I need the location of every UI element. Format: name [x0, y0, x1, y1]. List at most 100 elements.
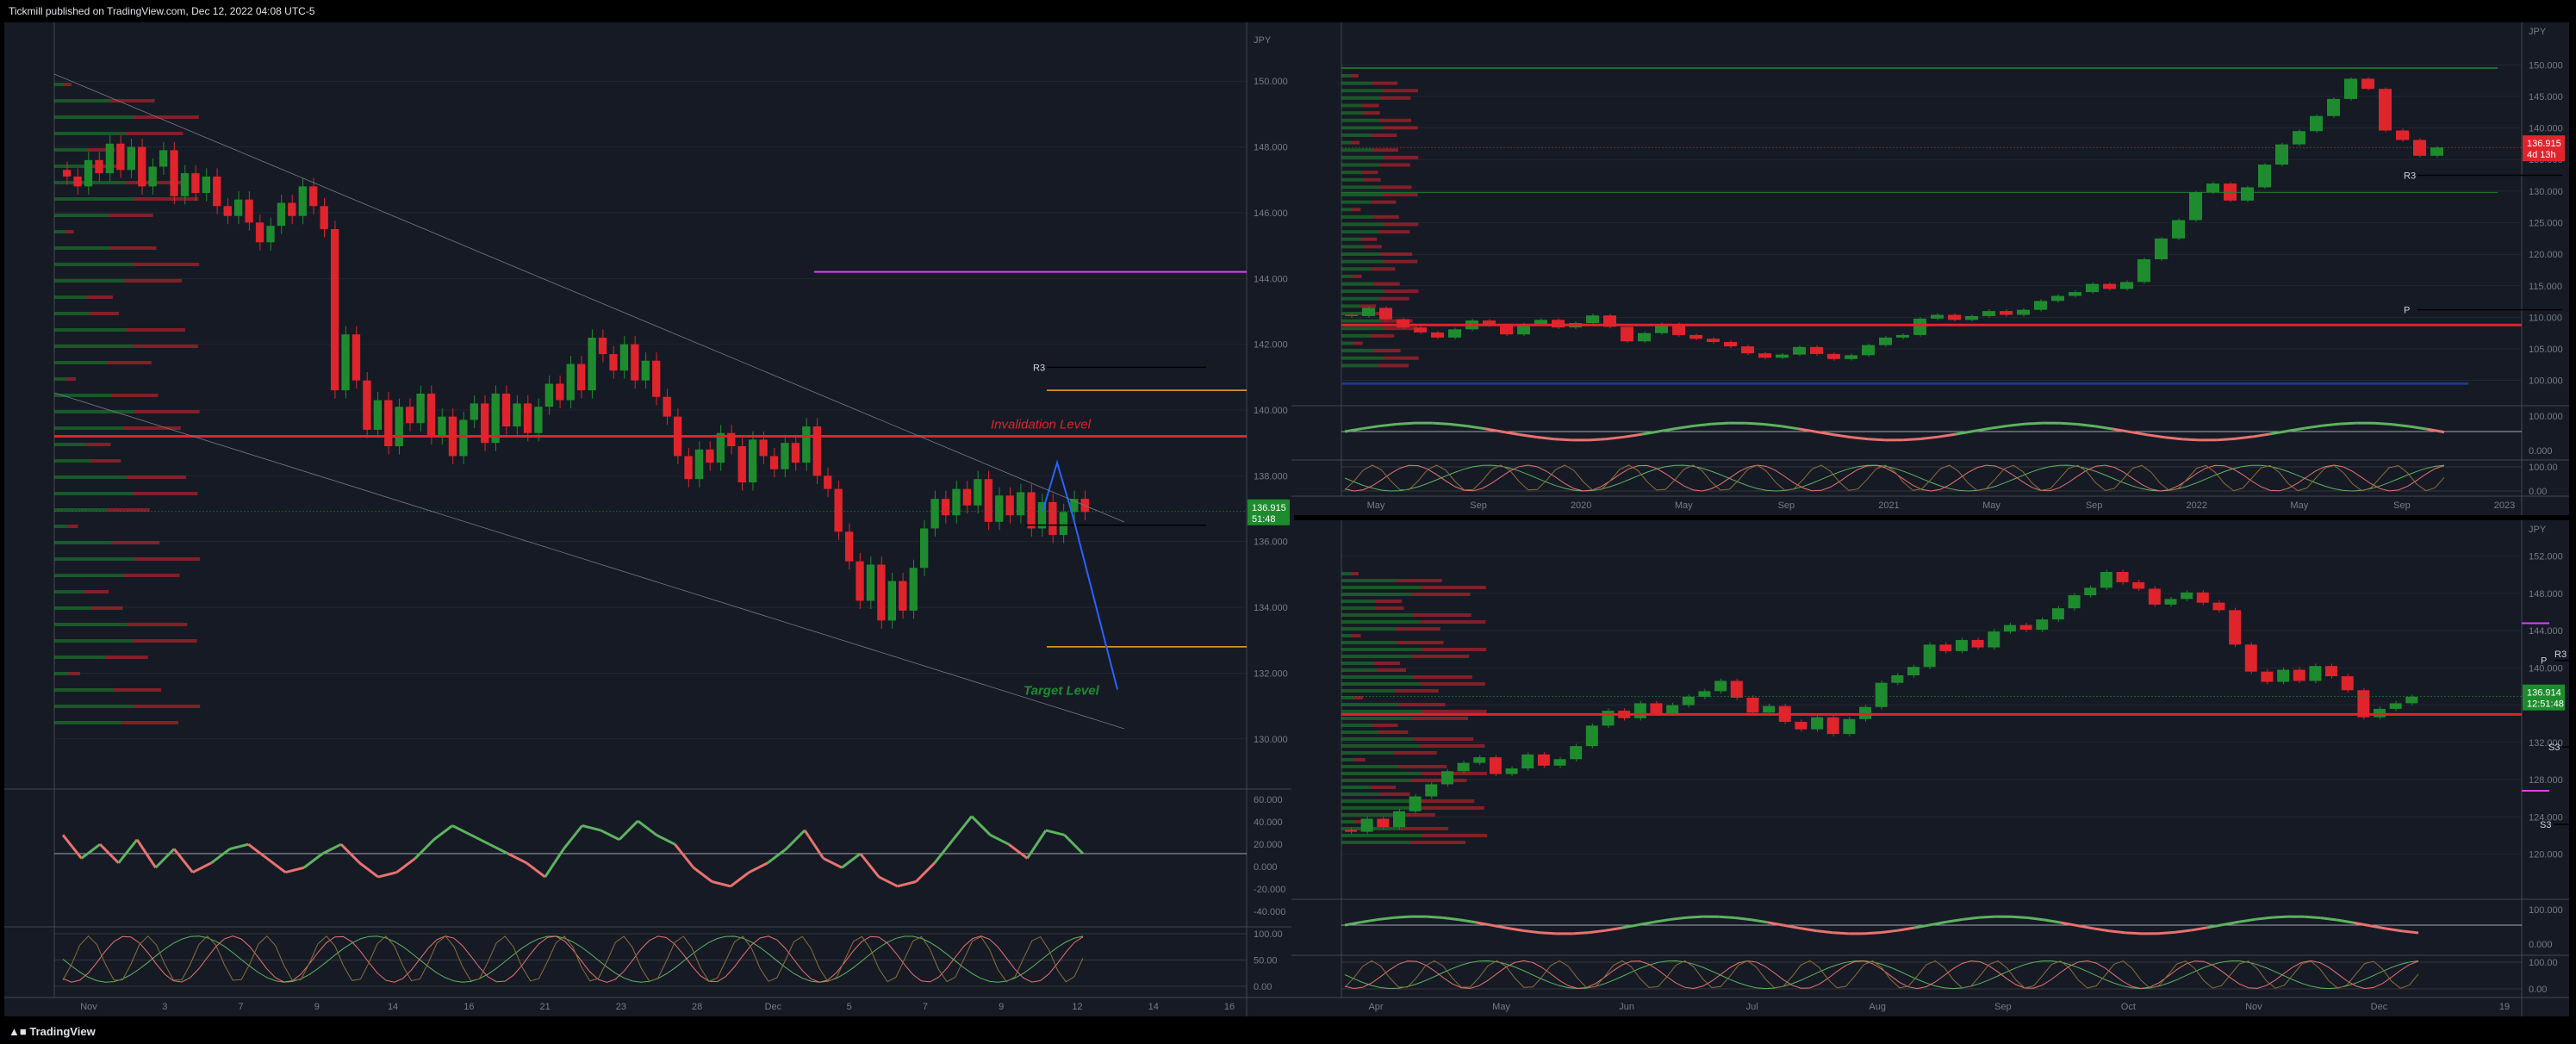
osc1-segment: [2164, 436, 2183, 441]
osc1-segment: [1623, 432, 1642, 438]
osc1-segment: [284, 866, 305, 874]
time-tick-label: May: [1367, 500, 1385, 511]
osc1-segment: [2094, 425, 2113, 431]
volume-profile-bar: [86, 295, 113, 299]
last-price-value: 136.914: [2527, 688, 2561, 699]
volume-profile-bar: [1341, 245, 1364, 249]
volume-profile-bar: [1384, 356, 1419, 360]
volume-profile-bar: [54, 230, 65, 233]
tradingview-logo[interactable]: ▲■ TradingView: [9, 1025, 96, 1038]
volume-profile-bar: [85, 443, 111, 446]
candle-body: [159, 150, 168, 167]
candle-body: [1379, 308, 1392, 320]
volume-profile-bar: [1341, 282, 1374, 286]
volume-profile-bar: [1420, 744, 1485, 748]
candle-body: [1440, 771, 1453, 785]
last-price-tag: [2523, 684, 2565, 711]
volume-profile-bar: [1412, 613, 1472, 617]
candle-body: [1409, 796, 1422, 811]
volume-profile-bar: [54, 345, 134, 348]
volume-profile-bar: [54, 361, 108, 364]
volume-profile-bar: [1341, 319, 1381, 323]
osc1-segment: [2353, 921, 2370, 928]
candle-body: [1939, 644, 1952, 651]
volume-profile-bar: [1341, 779, 1411, 782]
volume-profile-bar: [123, 574, 180, 577]
osc1-segment: [1865, 931, 1882, 935]
volume-profile-bar: [1341, 326, 1384, 331]
osc1-segment: [2251, 432, 2270, 438]
osc1-segment: [582, 824, 601, 832]
price-tick-label: 148.000: [2529, 589, 2563, 600]
osc1-segment: [1507, 927, 1524, 932]
candle-body: [309, 186, 318, 207]
volume-profile-bar: [1341, 134, 1372, 137]
osc1-segment: [1641, 430, 1659, 436]
candle-body: [1948, 314, 1961, 320]
volume-profile-bar: [1341, 655, 1412, 658]
publish-text: Tickmill published on TradingView.com, D…: [9, 5, 315, 17]
volume-profile-bar: [1371, 786, 1397, 789]
volume-profile-bar: [1341, 148, 1373, 152]
candle-body: [330, 229, 339, 391]
candle-body: [191, 173, 200, 193]
time-tick-label: Jun: [1619, 1002, 1634, 1012]
time-tick-label: Sep: [2086, 500, 2103, 511]
volume-profile-bar: [1341, 758, 1355, 761]
candle-body: [812, 426, 821, 476]
volume-profile-bar: [90, 312, 119, 315]
candle-body: [2196, 592, 2209, 603]
volume-profile-bar: [1378, 296, 1409, 301]
osc1-segment: [451, 824, 472, 836]
osc1-segment: [339, 843, 361, 864]
chart-panel-top-right[interactable]: 150.000145.000140.000135.000130.000125.0…: [1291, 22, 2569, 515]
chart-panel-left[interactable]: 150.000 148.000 146.000 144.000 142.000 140.0…: [4, 22, 1294, 1016]
time-tick-label: 2021: [1878, 500, 1899, 511]
target-label: Target Level: [1024, 684, 1100, 699]
candle-body: [1689, 334, 1702, 339]
osc1-segment: [1781, 425, 1799, 431]
osc1-segment: [2147, 433, 2166, 439]
osc2-tick-label: 50.00: [1254, 956, 1278, 966]
candle-body: [1621, 326, 1633, 342]
osc1-segment: [933, 838, 955, 864]
chart-panel-bottom-right[interactable]: 152.000148.000144.000140.000136.000132.0…: [1291, 520, 2569, 1016]
osc1-segment: [1955, 430, 1974, 436]
volume-profile-bar: [1353, 696, 1364, 699]
osc1-segment: [2190, 926, 2207, 932]
osc1-segment: [563, 824, 583, 850]
osc1-segment: [1903, 438, 1921, 442]
osc1-segment: [1553, 438, 1572, 442]
candle-body: [2034, 301, 2047, 310]
volume-profile-bar: [110, 246, 157, 250]
osc1-segment: [154, 848, 176, 869]
volume-profile-bar: [54, 426, 124, 430]
osc1-segment: [1540, 931, 1557, 935]
candle-body: [2000, 311, 2013, 315]
candle-body: [2244, 644, 2257, 672]
candle-body: [213, 176, 221, 207]
price-tick-label: 124.000: [2529, 812, 2563, 823]
osc1-segment: [2256, 916, 2273, 921]
candle-body: [1345, 314, 1358, 316]
volume-profile-bar: [1341, 214, 1373, 219]
osc1-segment: [2174, 929, 2191, 934]
volume-profile-bar: [1341, 177, 1364, 182]
osc1-segment: [989, 833, 1010, 846]
time-tick-label: Sep: [2393, 500, 2411, 511]
volume-profile-bar: [134, 197, 199, 201]
chart-bottom-right-svg[interactable]: 152.000148.000144.000140.000136.000132.0…: [1291, 520, 2569, 1016]
chart-top-right-svg[interactable]: 150.000145.000140.000135.000130.000125.0…: [1291, 22, 2569, 515]
volume-profile-bar: [1371, 200, 1397, 204]
volume-profile-bar: [112, 541, 160, 544]
osc1-segment: [1344, 921, 1362, 927]
volume-profile-bar: [1341, 259, 1384, 264]
osc1-segment: [395, 857, 416, 873]
volume-profile-bar: [1377, 668, 1406, 672]
osc1-segment: [1362, 425, 1380, 431]
currency-label: JPY: [1254, 35, 1272, 46]
candle-body: [2164, 599, 2177, 605]
candle-body: [2293, 669, 2305, 681]
candle-body: [459, 419, 468, 457]
chart-left-svg[interactable]: 150.000148.000146.000144.000142.000140.0…: [4, 22, 1294, 1016]
